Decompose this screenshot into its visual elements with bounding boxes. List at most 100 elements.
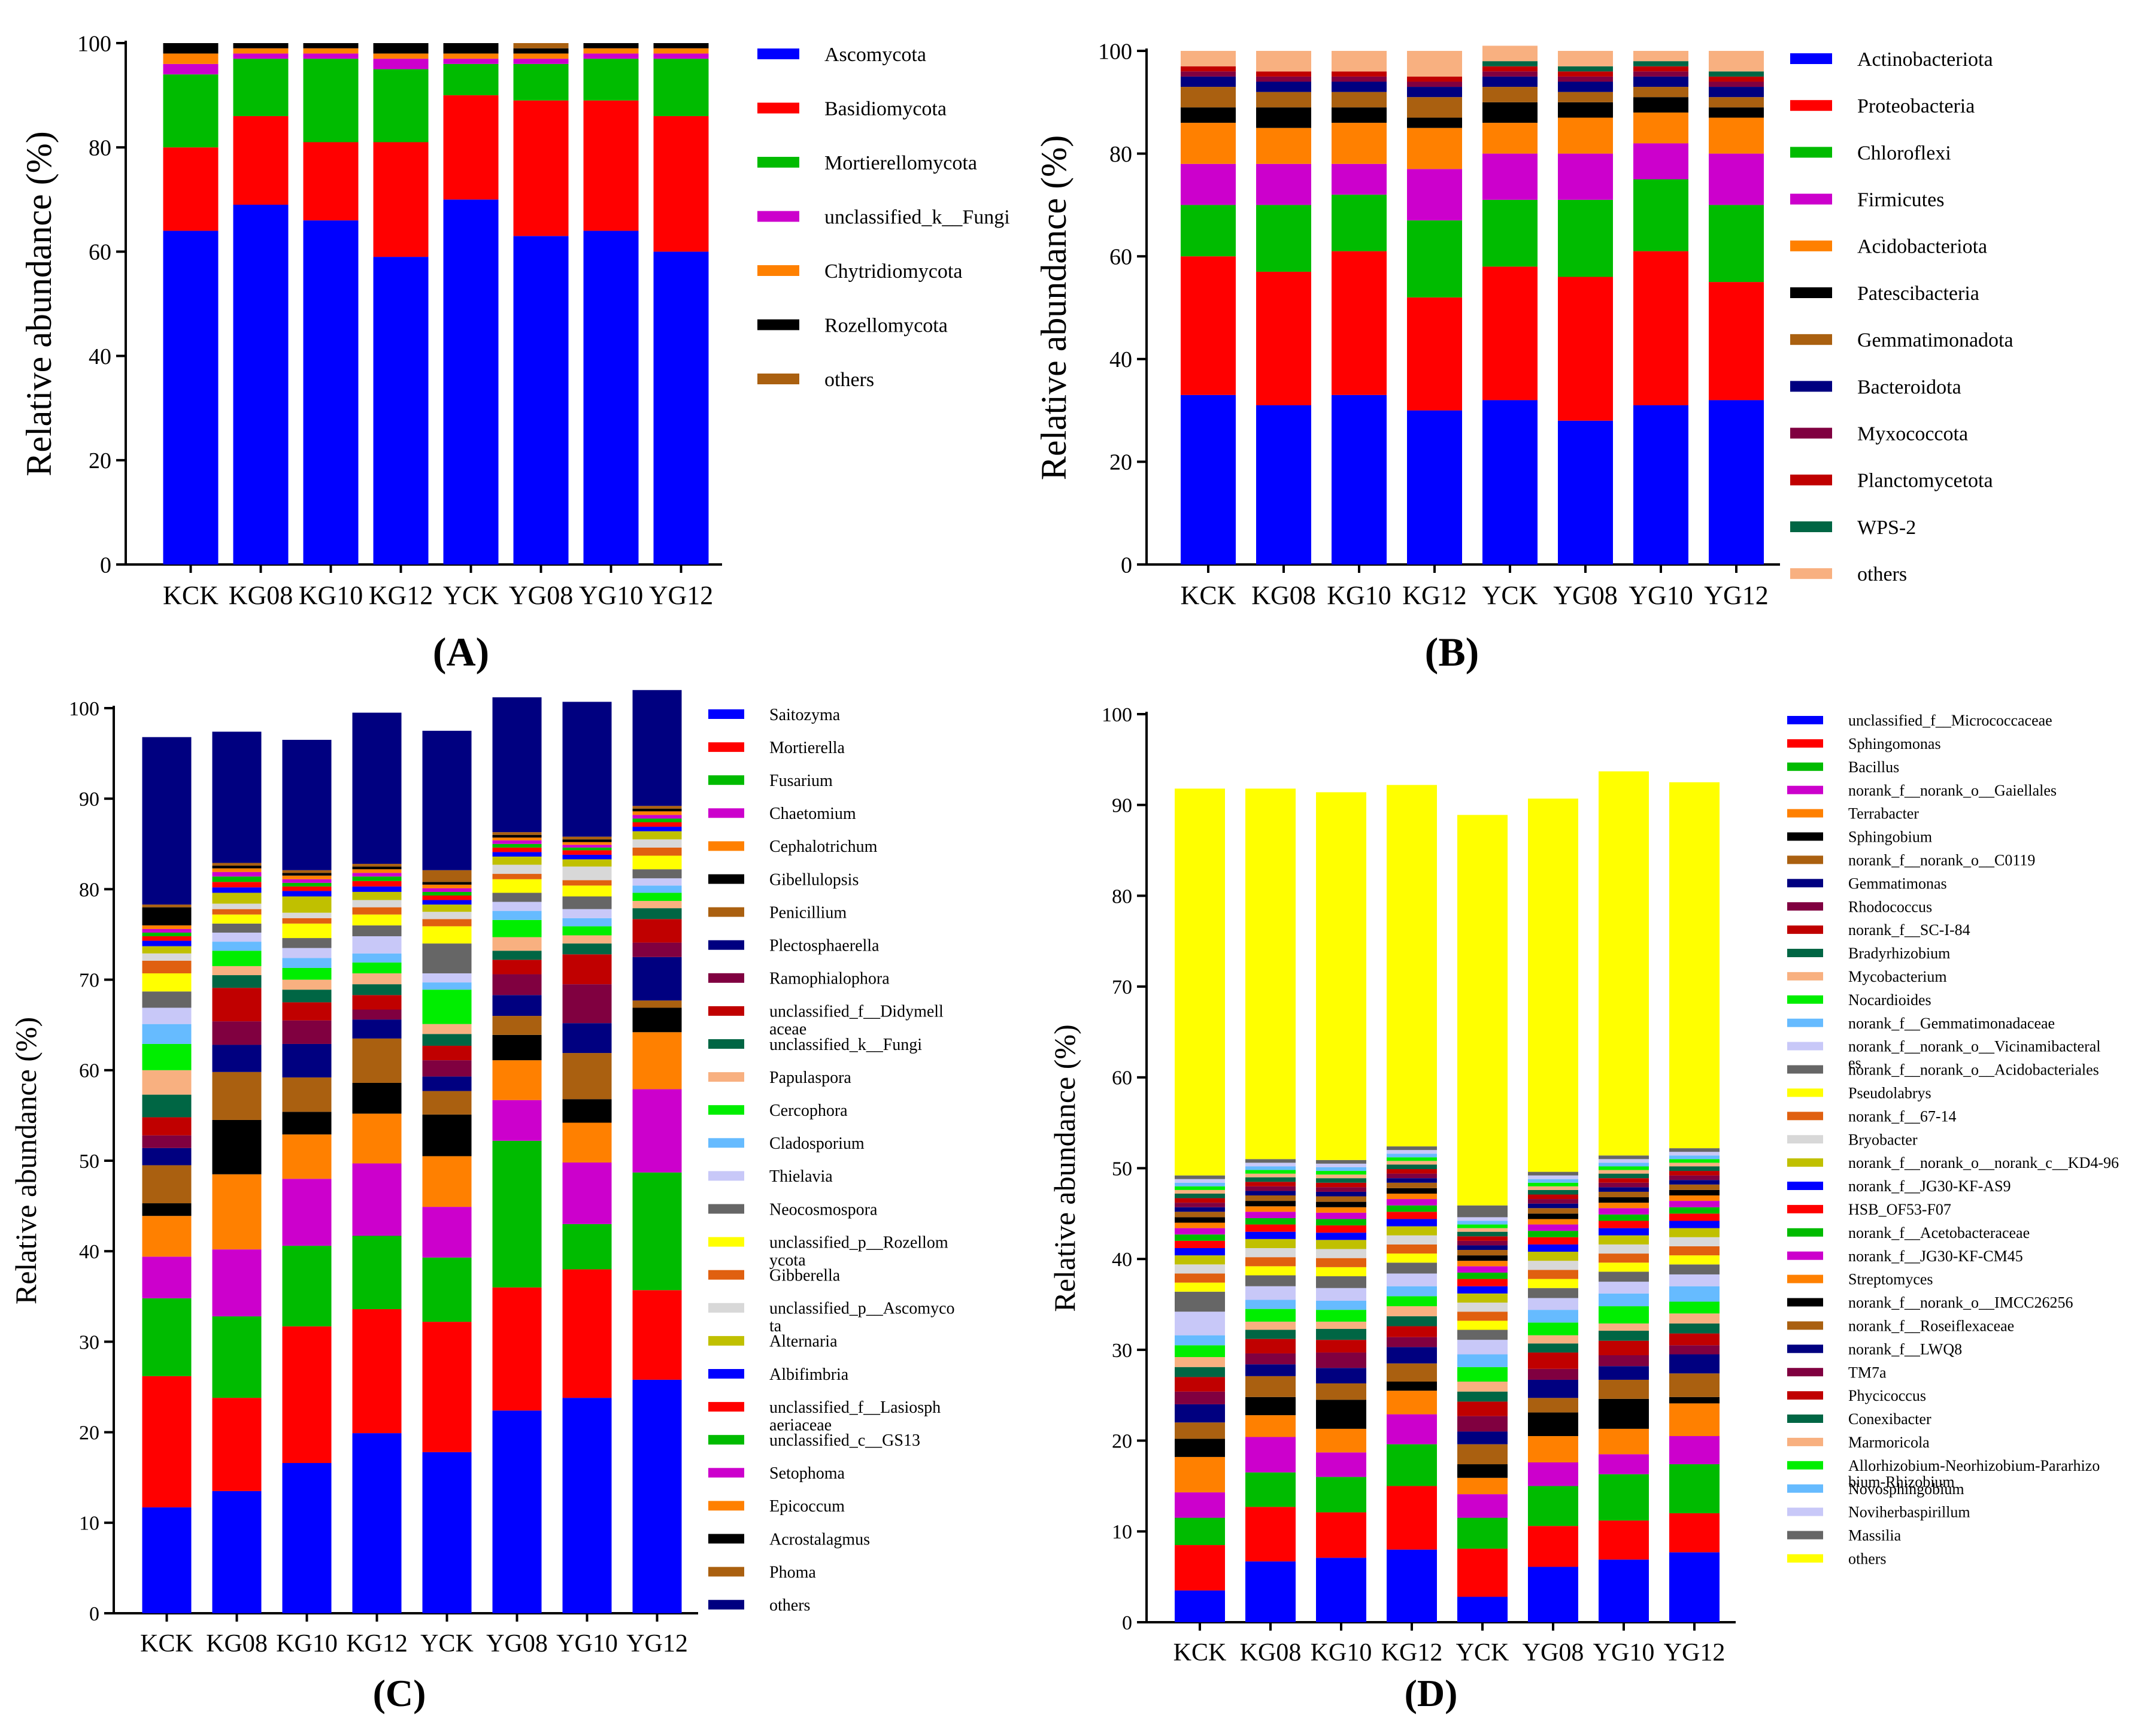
bar-segment-kg12-16 <box>1387 1253 1437 1263</box>
bar-segment-kg12-3 <box>373 59 429 69</box>
bar-segment-yg10-13 <box>1599 1293 1649 1307</box>
bar-segment-kg08-18 <box>1245 1248 1296 1258</box>
bar-segment-yg10-3 <box>1633 143 1688 180</box>
bar-segment-kck-8 <box>1175 1391 1225 1404</box>
legend-label: Albifimbria <box>769 1365 849 1384</box>
bar-segment-yck-16 <box>422 926 472 944</box>
bar-segment-yg10-12 <box>562 926 612 936</box>
legend-swatch <box>1790 240 1832 251</box>
bar-segment-kg10-4 <box>303 48 359 54</box>
bar-segment-kg12-9 <box>1387 1326 1437 1337</box>
legend-swatch <box>1787 1274 1823 1283</box>
bar-segment-kg10-0 <box>1316 1558 1366 1622</box>
legend-swatch <box>708 1402 744 1412</box>
bar-segment-kg12-7 <box>352 1019 402 1039</box>
bar-segment-kg12-4 <box>373 53 429 59</box>
bar-segment-yg08-3 <box>1528 1462 1578 1486</box>
bar-segment-yg12-1 <box>653 116 709 252</box>
legend-label: norank_f__JG30-KF-AS9 <box>1848 1177 2011 1195</box>
bar-segment-kg08-10 <box>1245 1330 1296 1339</box>
legend-swatch <box>1787 1204 1823 1213</box>
bar-segment-yg08-34 <box>1528 1175 1578 1179</box>
legend-label: Sphingobium <box>1848 828 1932 846</box>
bar-segment-yck-18 <box>1457 1303 1508 1312</box>
bar-segment-yg10-2 <box>1633 179 1688 251</box>
y-tick-label: 80 <box>79 879 99 901</box>
bar-segment-yg12-15 <box>1669 1264 1720 1274</box>
legend-swatch <box>708 1270 744 1280</box>
bar-segment-yg08-25 <box>1528 1213 1578 1219</box>
legend-label: Thielavia <box>769 1167 833 1186</box>
bar-segment-yck-7 <box>422 1076 472 1091</box>
bar-segment-yg12-24 <box>1669 1195 1720 1201</box>
bar-segment-yg08-31 <box>1528 1186 1578 1190</box>
bar-segment-yg10-27 <box>562 702 612 837</box>
legend-swatch <box>1787 925 1823 934</box>
bar-segment-kg10-5 <box>303 43 359 48</box>
bar-segment-kg10-22 <box>1316 1219 1366 1226</box>
legend-label: norank_f__Acetobacteraceae <box>1848 1224 2030 1242</box>
bar-segment-yck-28 <box>1457 1240 1508 1246</box>
bar-segment-yg10-8 <box>1633 71 1688 77</box>
bar-segment-yg10-20 <box>1599 1228 1649 1236</box>
legend-swatch <box>1787 972 1823 981</box>
bar-segment-kg08-5 <box>233 43 289 48</box>
bar-segment-kg10-9 <box>282 1002 332 1021</box>
y-axis-label: Relative abundance (%) <box>19 131 59 476</box>
x-tick-label: YG08 <box>509 581 574 610</box>
bar-segment-yck-0 <box>443 199 499 564</box>
bar-segment-kg12-18 <box>1387 1235 1437 1245</box>
bar-segment-yg12-28 <box>1669 1175 1720 1180</box>
bar-segment-yg12-1 <box>1709 282 1764 400</box>
bar-segment-yg12-6 <box>1669 1373 1720 1397</box>
y-tick-label: 60 <box>89 240 111 265</box>
legend-label: Massilia <box>1848 1527 1902 1544</box>
bar-segment-kck-12 <box>142 1043 192 1070</box>
bar-segment-kck-2 <box>1175 1517 1225 1546</box>
bar-segment-kg08-16 <box>212 914 262 924</box>
legend-swatch <box>1790 100 1832 111</box>
bar-segment-yck-21 <box>1457 1279 1508 1286</box>
bar-segment-kg10-0 <box>303 220 359 564</box>
bar-segment-kg08-5 <box>1245 1397 1296 1416</box>
legend-label: others <box>769 1596 810 1615</box>
bar-segment-kg08-36 <box>1245 788 1296 1160</box>
bar-segment-yg08-3 <box>513 59 569 64</box>
bar-segment-kck-25 <box>142 907 192 925</box>
bar-segment-yck-22 <box>1457 1272 1508 1279</box>
legend-label: unclassified_f__Lasiosph aeriaceae <box>769 1398 941 1434</box>
bar-segment-kck-22 <box>142 932 192 937</box>
legend-label: Gibberella <box>769 1267 841 1285</box>
y-tick-label: 100 <box>77 31 111 56</box>
legend-swatch <box>708 1335 744 1346</box>
legend-swatch <box>1787 879 1823 888</box>
bar-segment-kg08-11 <box>1245 1321 1296 1330</box>
bar-segment-yck-11 <box>422 1024 472 1034</box>
legend-swatch <box>708 709 744 719</box>
bar-segment-yg10-22 <box>562 847 612 851</box>
bar-segment-kg10-29 <box>1316 1182 1366 1188</box>
bar-segment-kck-1 <box>163 147 219 231</box>
bar-segment-yg12-29 <box>1669 1171 1720 1176</box>
legend-label: Cephalotrichum <box>769 837 878 856</box>
bar-segment-kg08-29 <box>1245 1182 1296 1186</box>
bar-segment-yck-10 <box>1457 1391 1508 1402</box>
bar-segment-yck-2 <box>443 63 499 96</box>
bar-segment-yck-29 <box>1457 1236 1508 1241</box>
bar-segment-kg12-0 <box>373 257 429 564</box>
legend-swatch <box>1787 995 1823 1004</box>
bar-segment-yg08-6 <box>1528 1398 1578 1413</box>
bar-segment-yck-6 <box>1457 1444 1508 1465</box>
y-tick-label: 0 <box>100 553 111 578</box>
bar-segment-yg08-10 <box>1558 66 1613 72</box>
bar-segment-kg10-15 <box>1316 1276 1366 1288</box>
bar-segment-kg08-27 <box>1245 1191 1296 1196</box>
bar-segment-yg12-35 <box>1669 1148 1720 1152</box>
bar-segment-yck-10 <box>1482 61 1538 66</box>
y-tick-label: 20 <box>1112 1431 1132 1453</box>
legend-label: Ramophialophora <box>769 970 890 988</box>
bar-segment-kg08-4 <box>1245 1415 1296 1437</box>
bar-segment-kck-11 <box>1175 1357 1225 1367</box>
legend-label: Setophoma <box>769 1464 845 1483</box>
x-tick-label: YG08 <box>1523 1639 1584 1667</box>
